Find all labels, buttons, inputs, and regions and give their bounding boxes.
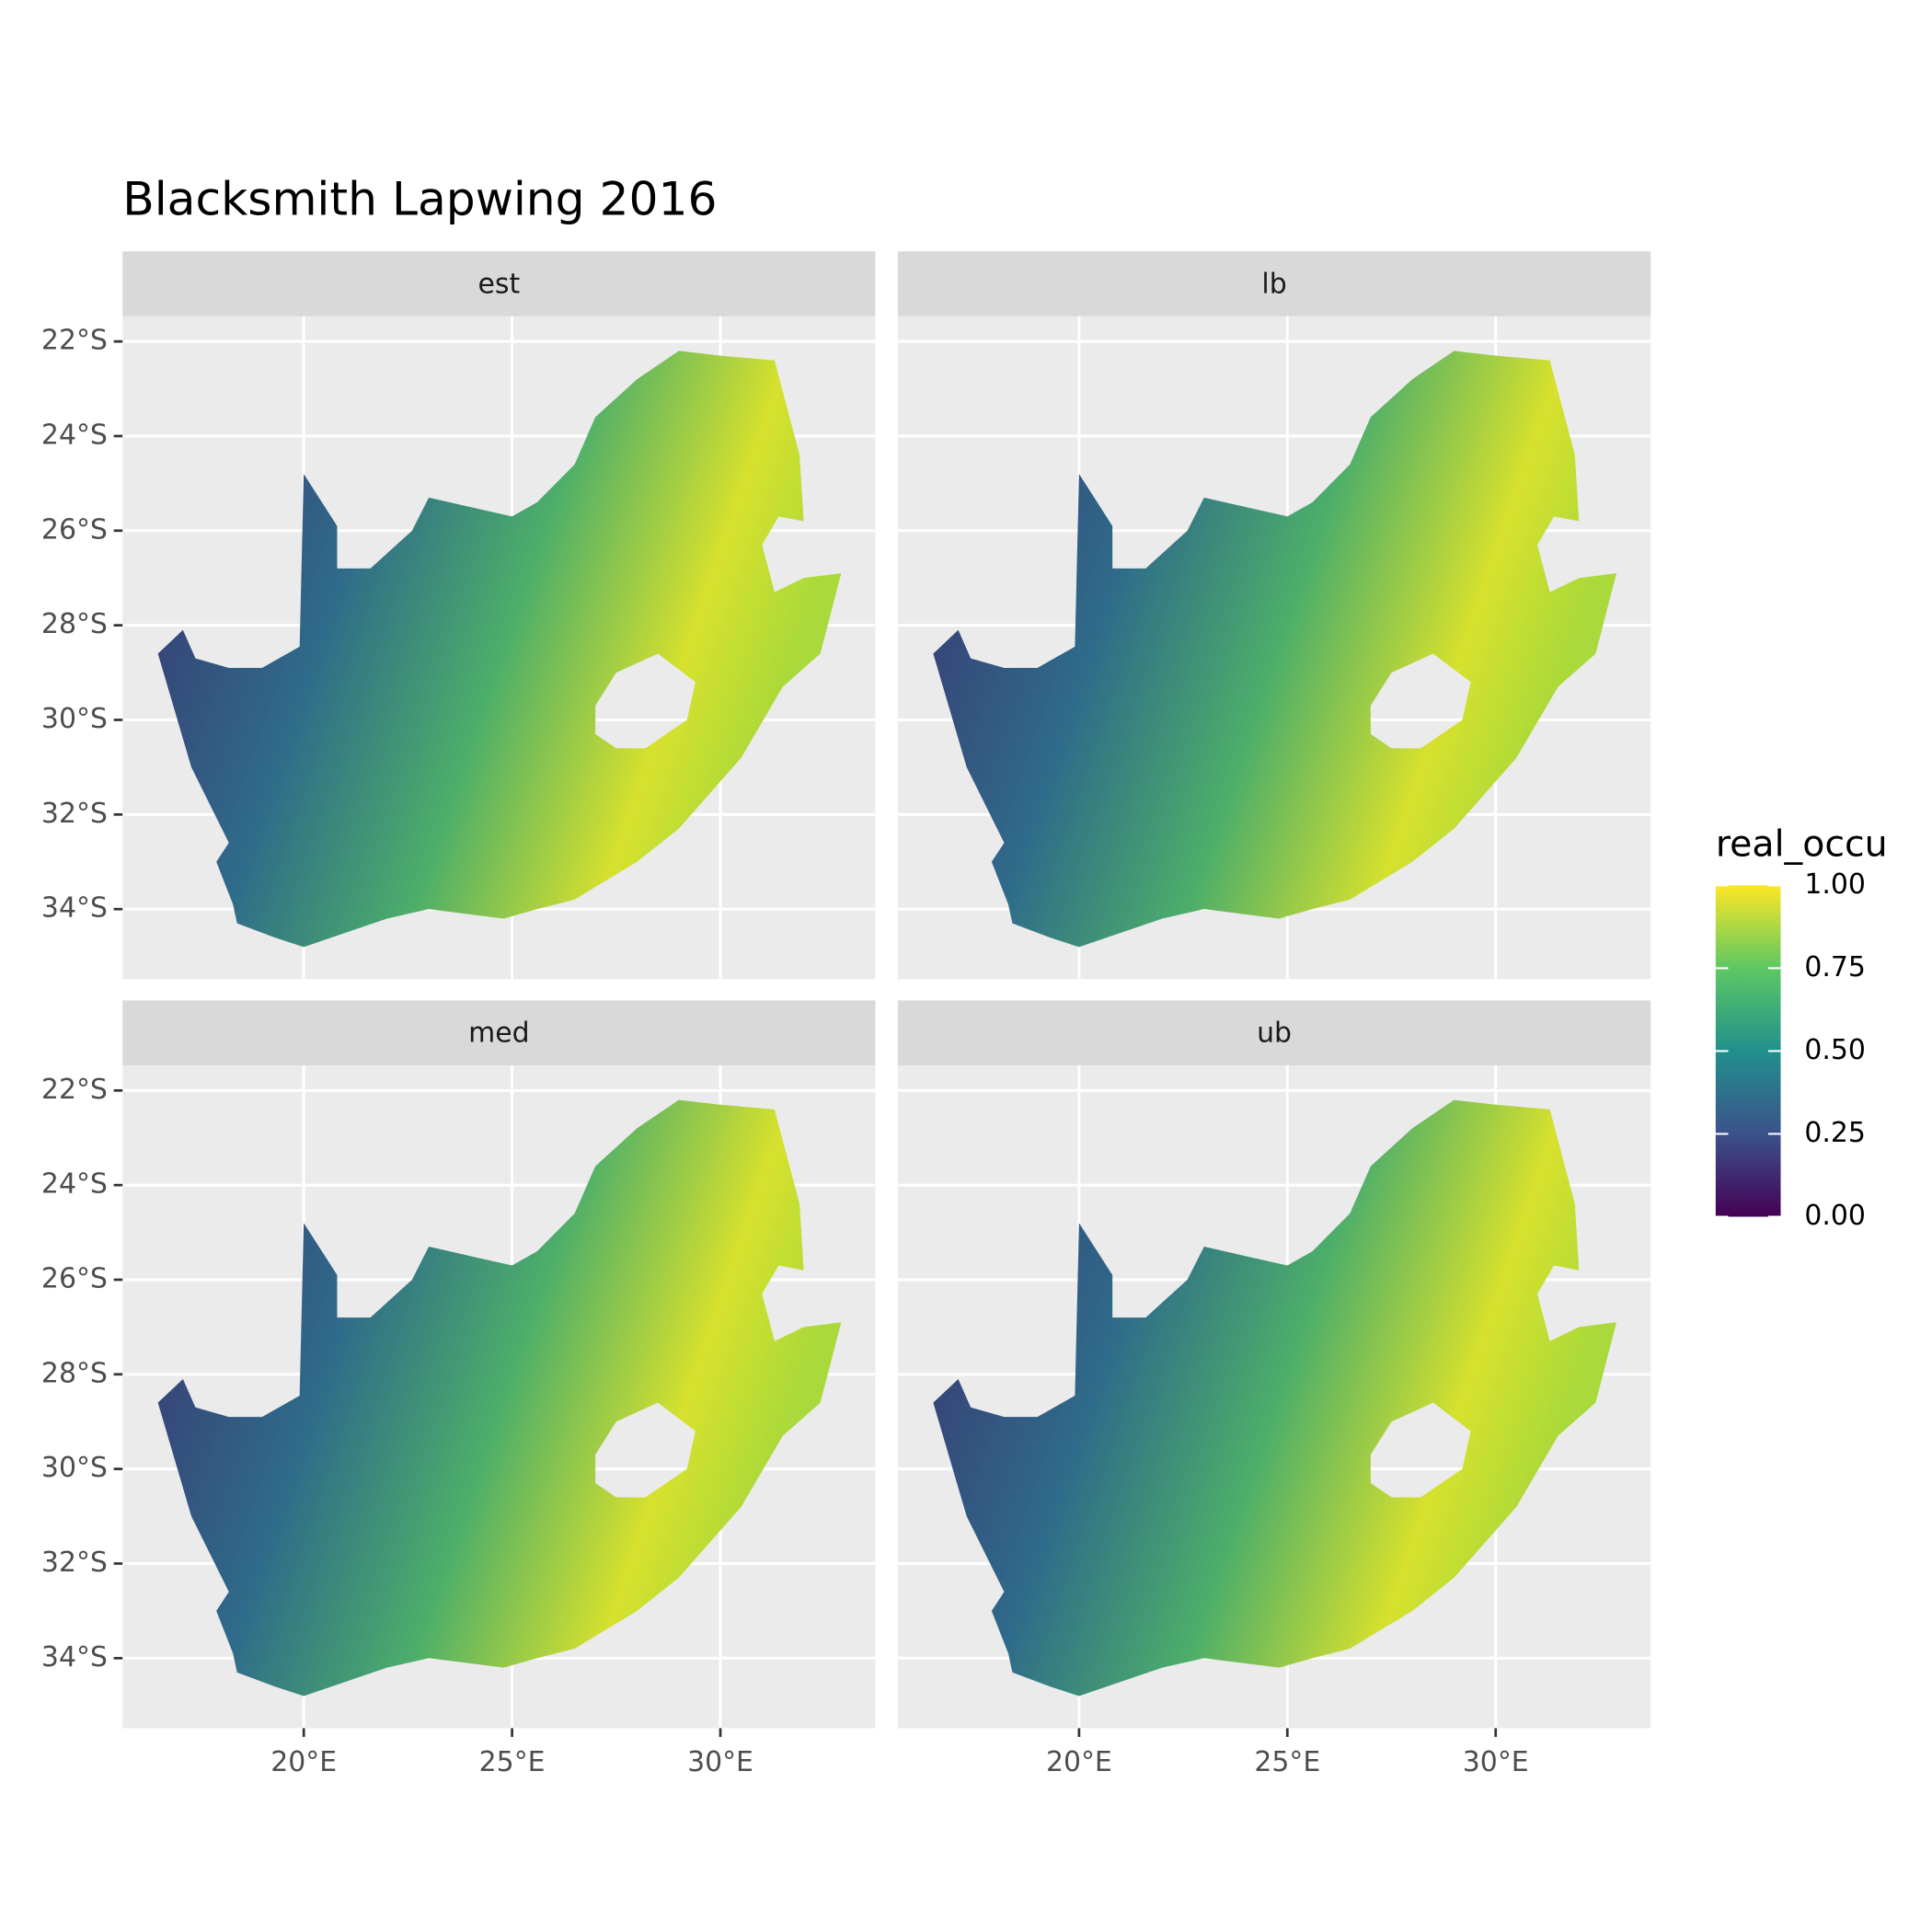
strip — [122, 1000, 876, 1066]
y-tick-label: 22°S — [41, 325, 108, 357]
strip-label: ub — [1257, 1018, 1292, 1050]
legend-title: real_occu — [1716, 823, 1888, 866]
y-tick-label: 22°S — [41, 1074, 108, 1106]
legend-label: 0.25 — [1804, 1117, 1866, 1149]
y-tick-label: 26°S — [41, 1262, 108, 1294]
y-tick-label: 34°S — [41, 1641, 108, 1673]
map-region — [157, 1099, 842, 1696]
strip-label: est — [477, 268, 520, 300]
map-region — [933, 351, 1617, 948]
y-tick-label: 24°S — [41, 1168, 108, 1201]
x-tick-label: 20°E — [1046, 1746, 1112, 1778]
map-region — [157, 351, 842, 948]
y-tick-label: 24°S — [41, 419, 108, 451]
map-region — [933, 1099, 1617, 1696]
chart-title: Blacksmith Lapwing 2016 — [122, 172, 717, 226]
legend-label: 0.50 — [1804, 1034, 1866, 1066]
strip-label: med — [468, 1018, 529, 1050]
x-tick-label: 20°E — [270, 1746, 337, 1778]
x-tick-label: 25°E — [479, 1746, 546, 1778]
strip — [122, 251, 876, 316]
y-tick-label: 32°S — [41, 798, 108, 830]
y-tick-label: 32°S — [41, 1547, 108, 1579]
y-tick-label: 28°S — [41, 608, 108, 640]
legend-label: 0.75 — [1804, 951, 1866, 983]
y-tick-label: 30°S — [41, 703, 108, 735]
strip — [897, 251, 1651, 316]
x-tick-label: 30°E — [1463, 1746, 1529, 1778]
legend-label: 1.00 — [1804, 868, 1866, 901]
strip-label: lb — [1261, 268, 1286, 300]
x-tick-label: 30°E — [687, 1746, 753, 1778]
y-tick-label: 34°S — [41, 892, 108, 925]
x-tick-label: 25°E — [1254, 1746, 1320, 1778]
y-tick-label: 28°S — [41, 1357, 108, 1389]
y-tick-label: 26°S — [41, 513, 108, 546]
legend-label: 0.00 — [1804, 1200, 1866, 1232]
y-tick-label: 30°S — [41, 1452, 108, 1484]
strip — [897, 1000, 1651, 1066]
